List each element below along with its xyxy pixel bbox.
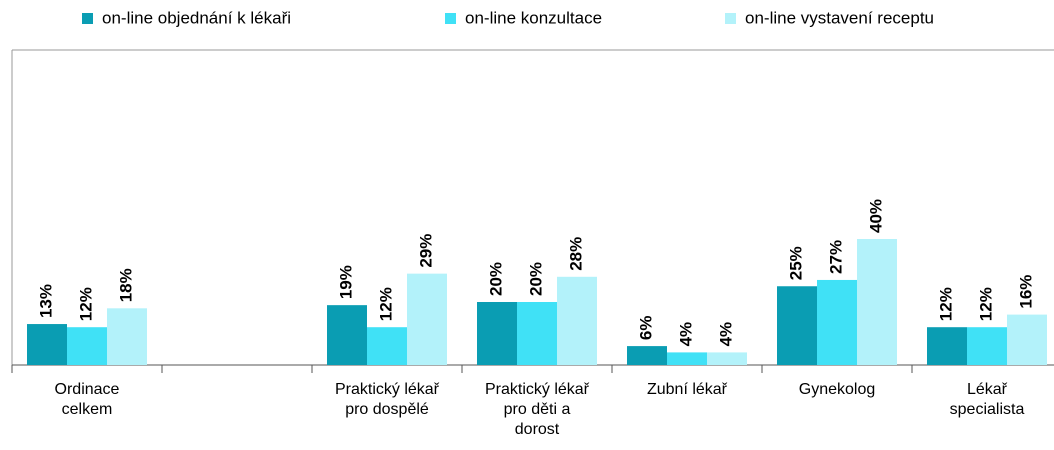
- value-label: 40%: [866, 199, 885, 233]
- value-label: 20%: [526, 262, 545, 296]
- value-label: 20%: [486, 262, 505, 296]
- value-label: 29%: [416, 234, 435, 268]
- bar: [927, 327, 967, 365]
- bar: [817, 279, 857, 365]
- bar: [327, 305, 367, 365]
- bar: [517, 302, 557, 365]
- bar: [557, 276, 597, 365]
- bar: [107, 308, 147, 365]
- value-label: 6%: [636, 316, 655, 341]
- bar: [777, 286, 817, 365]
- legend-swatch: [725, 13, 736, 24]
- value-label: 12%: [76, 287, 95, 321]
- value-label: 18%: [116, 268, 135, 302]
- value-label: 4%: [676, 322, 695, 347]
- value-label: 12%: [936, 287, 955, 321]
- value-label: 25%: [786, 246, 805, 280]
- bar: [27, 324, 67, 365]
- value-label: 12%: [976, 287, 995, 321]
- x-tick-label: Praktický lékař pro dospělé: [334, 381, 440, 418]
- bar: [857, 239, 897, 365]
- bar: [627, 346, 667, 365]
- legend-label: on-line objednání k lékaři: [102, 8, 291, 27]
- legend-label: on-line konzultace: [465, 8, 602, 27]
- value-label: 19%: [336, 265, 355, 299]
- x-tick-label: Lékař specialista: [949, 381, 1025, 418]
- value-label: 4%: [716, 322, 735, 347]
- value-label: 28%: [566, 237, 585, 271]
- value-label: 12%: [376, 287, 395, 321]
- value-label: 13%: [36, 284, 55, 318]
- bar: [967, 327, 1007, 365]
- legend-swatch: [445, 13, 456, 24]
- value-label: 16%: [1016, 275, 1035, 309]
- bar: [477, 302, 517, 365]
- bar: [1007, 314, 1047, 365]
- value-label: 27%: [826, 240, 845, 274]
- bar: [367, 327, 407, 365]
- x-tick-label: Gynekolog: [798, 381, 876, 398]
- bar: [707, 352, 747, 365]
- bar: [667, 352, 707, 365]
- bar: [67, 327, 107, 365]
- x-tick-label: Zubní lékař: [646, 381, 728, 398]
- legend-label: on-line vystavení receptu: [745, 8, 934, 27]
- bar: [407, 273, 447, 365]
- legend-swatch: [82, 13, 93, 24]
- x-tick-label: Praktický lékař pro děti a dorost: [484, 381, 590, 438]
- x-tick-label: Ordinace celkem: [54, 381, 120, 418]
